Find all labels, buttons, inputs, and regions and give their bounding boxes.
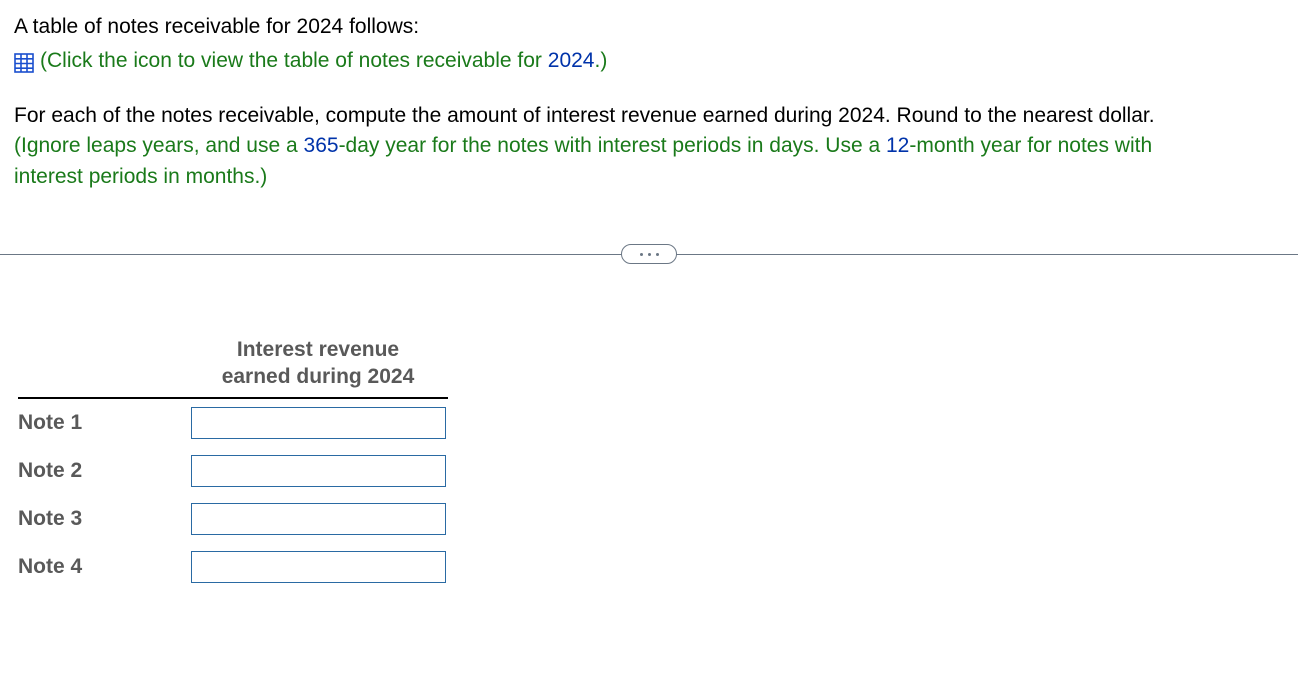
table-row: Note 4: [18, 543, 1284, 591]
dot-icon: [648, 253, 651, 256]
expand-button[interactable]: [621, 244, 677, 264]
table-icon[interactable]: [14, 52, 34, 72]
row-label-note2: Note 2: [18, 459, 188, 483]
link-text-b: .): [594, 49, 607, 72]
table-row: Note 1: [18, 399, 1284, 447]
header-empty-cell: [18, 336, 188, 399]
row-label-note1: Note 1: [18, 411, 188, 435]
q-hint-a: (Ignore leaps years, and use a: [14, 134, 304, 157]
table-row: Note 2: [18, 447, 1284, 495]
intro-text-a: A table of notes receivable for: [14, 15, 297, 38]
dot-icon: [640, 253, 643, 256]
row-label-note4: Note 4: [18, 555, 188, 579]
data-link-line: (Click the icon to view the table of not…: [14, 46, 1284, 76]
intro-line-1: A table of notes receivable for 2024 fol…: [14, 12, 1284, 42]
row-cell: [188, 503, 448, 535]
row-cell: [188, 455, 448, 487]
link-year: 2024: [548, 49, 595, 72]
section-divider: [14, 242, 1284, 266]
note1-input[interactable]: [191, 407, 446, 439]
header-interest-revenue: Interest revenue earned during 2024: [188, 336, 448, 399]
intro-year: 2024: [297, 15, 344, 38]
q-main-b: . Round to the nearest dollar.: [885, 104, 1155, 127]
view-data-link[interactable]: (Click the icon to view the table of not…: [40, 46, 607, 76]
link-text-a: (Click the icon to view the table of not…: [40, 49, 548, 72]
intro-text-b: follows:: [343, 15, 419, 38]
question-text: For each of the notes receivable, comput…: [14, 101, 1174, 192]
answer-table: Interest revenue earned during 2024 Note…: [18, 336, 1284, 591]
note3-input[interactable]: [191, 503, 446, 535]
q-main-a: For each of the notes receivable, comput…: [14, 104, 838, 127]
header-line1: Interest revenue: [237, 338, 399, 361]
q-hint-num: 365: [304, 134, 339, 157]
header-line2: earned during 2024: [222, 365, 415, 388]
q-hint: (Ignore leaps years, and use a 365-day y…: [14, 134, 1152, 187]
row-label-note3: Note 3: [18, 507, 188, 531]
row-cell: [188, 551, 448, 583]
q-hint-b: -day year for the notes with interest pe…: [339, 134, 886, 157]
row-cell: [188, 407, 448, 439]
note2-input[interactable]: [191, 455, 446, 487]
q-hint-num2: 12: [886, 134, 909, 157]
dot-icon: [656, 253, 659, 256]
table-header-row: Interest revenue earned during 2024: [18, 336, 1284, 399]
note4-input[interactable]: [191, 551, 446, 583]
q-main-year: 2024: [838, 104, 885, 127]
table-row: Note 3: [18, 495, 1284, 543]
